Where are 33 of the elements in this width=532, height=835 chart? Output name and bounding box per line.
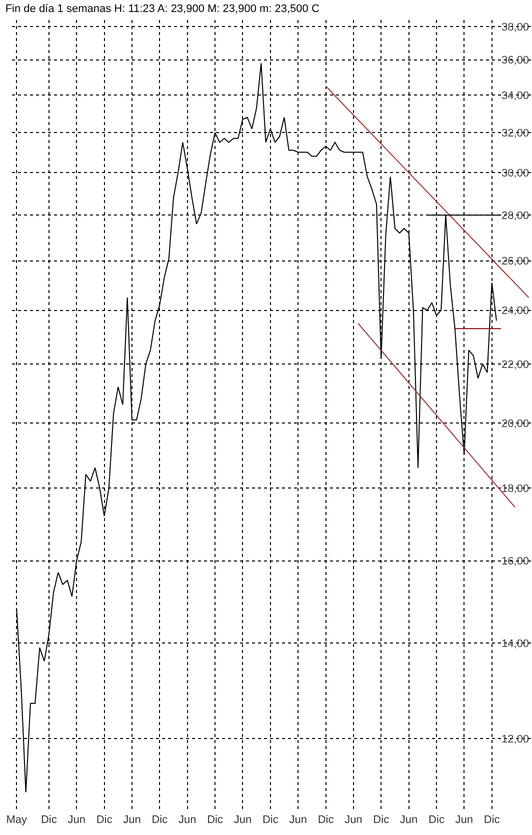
y-tick-label: 20,00 <box>501 418 529 430</box>
y-tick-label: 16,00 <box>501 556 529 568</box>
y-tick-label: 32,00 <box>501 127 529 140</box>
y-tick-label: 36,00 <box>501 54 529 67</box>
y-tick-label: 12,00 <box>501 733 529 746</box>
x-tick-label: Dic <box>152 814 168 826</box>
y-tick-label: 24,00 <box>501 305 529 318</box>
x-tick-label: Jun <box>178 814 196 826</box>
x-tick-label: Dic <box>40 814 58 826</box>
chart-title: Fin de día 1 semanas H: 11:23 A: 23,900 M: 23,900 m: 23,500 C <box>5 2 320 15</box>
y-tick-label: 22,00 <box>501 358 529 371</box>
y-tick-label: 14,00 <box>501 638 529 650</box>
x-tick-label: Jun <box>344 814 362 826</box>
x-tick-label: Dic <box>484 814 500 826</box>
y-tick-label: 34,00 <box>501 90 529 102</box>
x-tick-label: Dic <box>207 814 224 826</box>
x-tick-label: Jun <box>234 814 252 826</box>
x-tick-label: Jun <box>455 814 474 826</box>
x-tick-label: Jun <box>68 814 86 826</box>
y-tick-label: 30,00 <box>501 167 529 180</box>
y-tick-label: 18,00 <box>501 482 529 495</box>
y-tick-label: 28,00 <box>501 210 529 222</box>
x-tick-label: Dic <box>96 814 113 826</box>
x-tick-label: Dic <box>318 814 334 826</box>
x-tick-label: Jun <box>123 814 141 826</box>
x-tick-label: Dic <box>373 814 390 826</box>
x-tick-label: Jun <box>400 814 418 826</box>
x-tick-label: May <box>6 814 28 826</box>
y-tick-label: 26,00 <box>501 256 529 268</box>
x-tick-label: Jun <box>289 814 307 826</box>
x-tick-label: Dic <box>428 814 445 826</box>
x-tick-label: Dic <box>262 814 279 826</box>
y-tick-label: 38,00 <box>501 21 529 34</box>
